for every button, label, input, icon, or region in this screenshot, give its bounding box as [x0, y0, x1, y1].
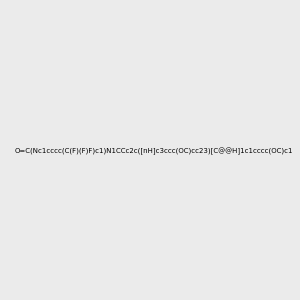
Text: O=C(Nc1cccc(C(F)(F)F)c1)N1CCc2c([nH]c3ccc(OC)cc23)[C@@H]1c1cccc(OC)c1: O=C(Nc1cccc(C(F)(F)F)c1)N1CCc2c([nH]c3cc…: [14, 148, 293, 155]
